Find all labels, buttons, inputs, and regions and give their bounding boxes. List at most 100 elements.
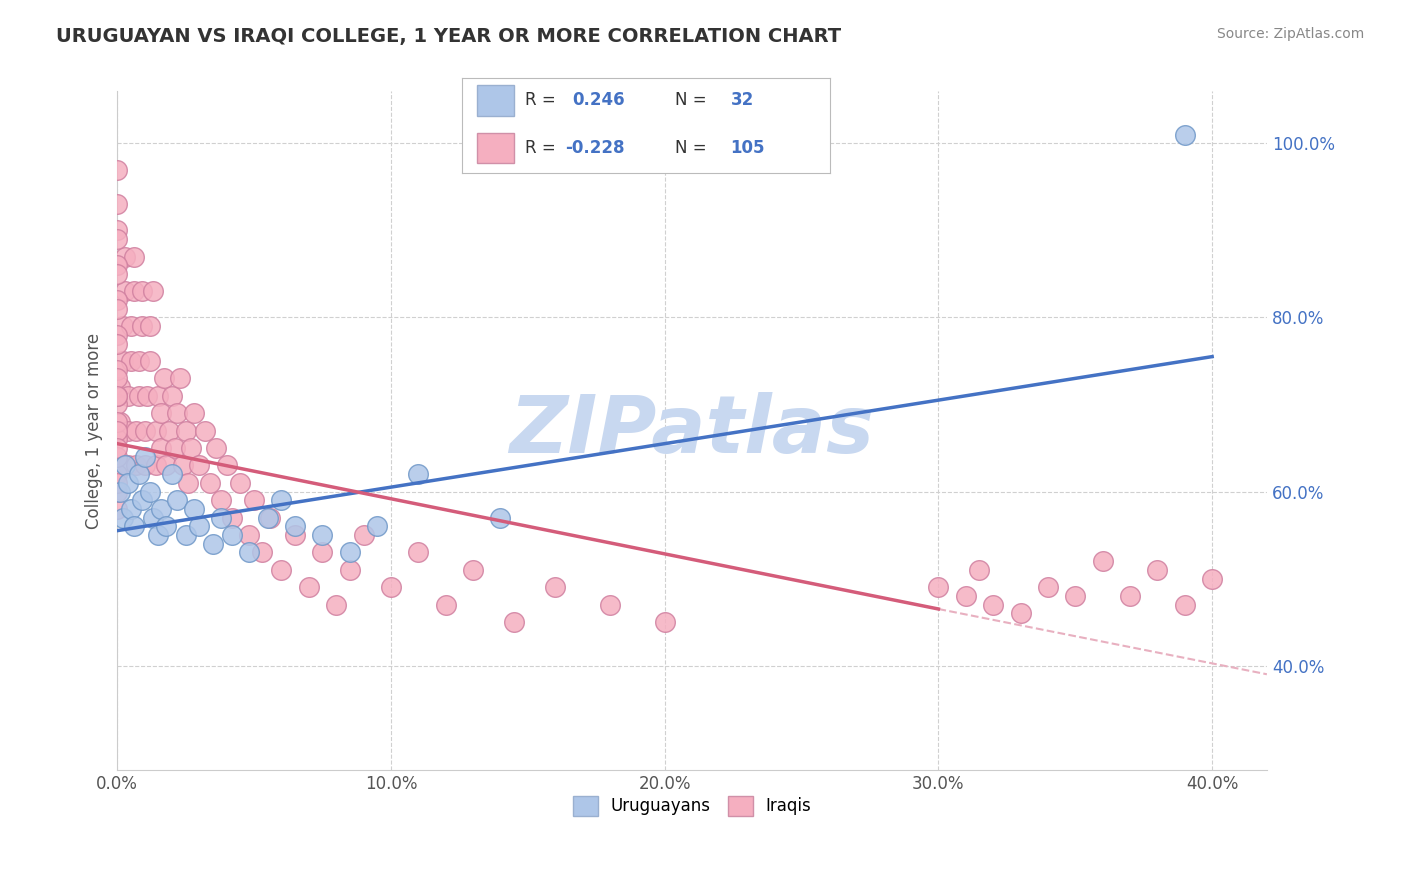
Point: [325, 598, 347, 612]
Point: [194, 424, 217, 438]
Point: [120, 502, 142, 516]
Text: URUGUAYAN VS IRAQI COLLEGE, 1 YEAR OR MORE CORRELATION CHART: URUGUAYAN VS IRAQI COLLEGE, 1 YEAR OR MO…: [56, 27, 841, 45]
Point: [1091, 554, 1114, 568]
Point: [238, 528, 260, 542]
Point: [105, 267, 128, 281]
Point: [134, 450, 156, 464]
Point: [122, 285, 145, 299]
Point: [105, 484, 128, 499]
Point: [503, 615, 526, 629]
Point: [284, 519, 307, 533]
Point: [108, 380, 131, 394]
Point: [117, 475, 139, 490]
Point: [209, 510, 232, 524]
Point: [155, 458, 177, 473]
Point: [142, 510, 165, 524]
Point: [111, 510, 134, 524]
Point: [150, 502, 173, 516]
Point: [105, 162, 128, 177]
Point: [366, 519, 388, 533]
Point: [105, 441, 128, 455]
Point: [148, 389, 170, 403]
Point: [131, 493, 153, 508]
Point: [160, 467, 183, 482]
Point: [105, 293, 128, 307]
Point: [434, 598, 457, 612]
Point: [105, 502, 128, 516]
Point: [599, 598, 621, 612]
Point: [229, 475, 252, 490]
Point: [174, 424, 197, 438]
Point: [105, 450, 128, 464]
Point: [166, 493, 188, 508]
Point: [148, 528, 170, 542]
Point: [105, 327, 128, 342]
Point: [139, 484, 162, 499]
Point: [408, 545, 430, 559]
Point: [131, 285, 153, 299]
Point: [105, 424, 128, 438]
Point: [461, 563, 484, 577]
Point: [339, 563, 361, 577]
Point: [215, 458, 238, 473]
Point: [131, 319, 153, 334]
Point: [927, 580, 949, 594]
Point: [177, 475, 200, 490]
Point: [105, 397, 128, 411]
Point: [125, 424, 148, 438]
Point: [105, 389, 128, 403]
Point: [120, 319, 142, 334]
Point: [105, 371, 128, 385]
Point: [114, 250, 136, 264]
Point: [1010, 607, 1032, 621]
Point: [128, 389, 150, 403]
Point: [105, 475, 128, 490]
Point: [160, 389, 183, 403]
Point: [166, 406, 188, 420]
Point: [221, 528, 243, 542]
Point: [183, 406, 205, 420]
Point: [134, 458, 156, 473]
Point: [1174, 598, 1197, 612]
Point: [243, 493, 266, 508]
Point: [311, 528, 333, 542]
Point: [200, 475, 222, 490]
Point: [955, 589, 977, 603]
Point: [259, 510, 281, 524]
Point: [145, 424, 167, 438]
Point: [339, 545, 361, 559]
Point: [105, 432, 128, 446]
Point: [134, 424, 156, 438]
Point: [204, 441, 226, 455]
Point: [125, 458, 148, 473]
Point: [353, 528, 375, 542]
Point: [128, 354, 150, 368]
Point: [209, 493, 232, 508]
Point: [201, 537, 224, 551]
Point: [152, 371, 174, 385]
Point: [150, 406, 173, 420]
Point: [238, 545, 260, 559]
Point: [408, 467, 430, 482]
Point: [174, 528, 197, 542]
Point: [380, 580, 402, 594]
Point: [139, 319, 162, 334]
Point: [114, 285, 136, 299]
Point: [111, 319, 134, 334]
Point: [1174, 128, 1197, 142]
Point: [489, 510, 512, 524]
Text: Source: ZipAtlas.com: Source: ZipAtlas.com: [1216, 27, 1364, 41]
Point: [105, 362, 128, 376]
Point: [105, 232, 128, 246]
Point: [117, 389, 139, 403]
Point: [114, 458, 136, 473]
Point: [172, 458, 194, 473]
Point: [270, 493, 292, 508]
Point: [1036, 580, 1059, 594]
Point: [136, 389, 159, 403]
Point: [284, 528, 307, 542]
Point: [188, 519, 211, 533]
Point: [105, 197, 128, 211]
Point: [252, 545, 274, 559]
Point: [1064, 589, 1087, 603]
